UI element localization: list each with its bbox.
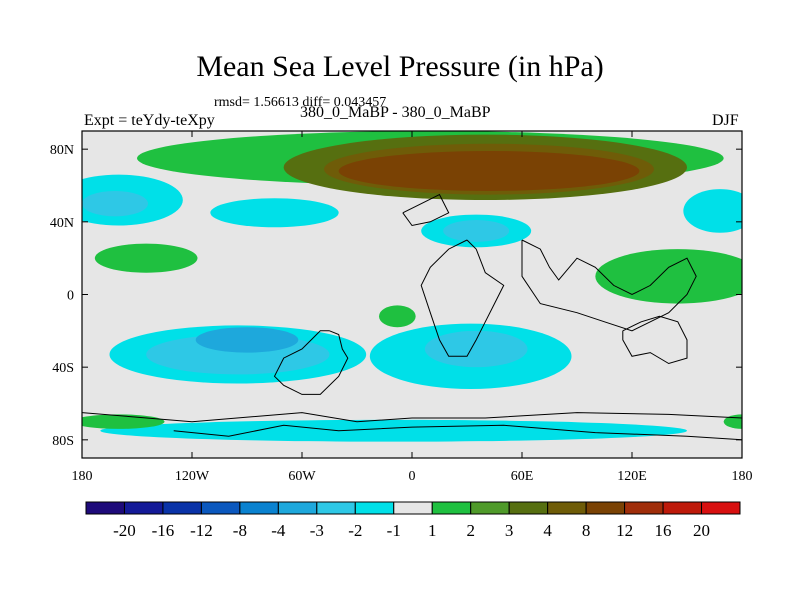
region-west-pacific-high <box>595 249 742 304</box>
colorbar-swatch <box>162 501 202 515</box>
colorbar-swatch <box>316 501 356 515</box>
colorbar-label: 16 <box>655 521 672 540</box>
contour-regions <box>82 131 742 442</box>
colorbar-swatch <box>393 501 433 515</box>
colorbar-label: 20 <box>693 521 710 540</box>
colorbar-label: -1 <box>387 521 401 540</box>
y-tick-label: 40N <box>50 216 74 231</box>
colorbar-swatch <box>701 501 741 515</box>
y-tick-label: 80N <box>50 143 74 158</box>
colorbar-swatch <box>239 501 279 515</box>
y-axis: 80N 40N 0 40S 80S <box>50 143 742 449</box>
coastline-0 <box>273 330 349 395</box>
colorbar-label: 4 <box>543 521 552 540</box>
region-arctic-ridge-core <box>338 150 640 191</box>
colorbar-label: 12 <box>616 521 633 540</box>
colorbar-label: -20 <box>113 521 136 540</box>
y-tick-label: 80S <box>52 434 74 449</box>
region-atlantic-high <box>379 305 416 328</box>
colorbar-swatch <box>470 501 510 515</box>
colorbar-swatch <box>85 501 125 515</box>
colorbar-label: 8 <box>582 521 591 540</box>
colorbar-swatch <box>123 501 164 515</box>
x-tick-label: 120W <box>175 469 210 484</box>
x-tick-label: 60E <box>511 469 534 484</box>
colorbar-swatch <box>662 501 703 515</box>
y-tick-label: 40S <box>52 361 74 376</box>
region-north-atlantic-low <box>210 198 339 228</box>
colorbar-label: 1 <box>428 521 437 540</box>
region-south-pacific-low-core <box>195 327 299 353</box>
colorbar-label: -4 <box>271 521 286 540</box>
x-tick-label: 180 <box>732 469 753 484</box>
colorbar-swatch <box>354 501 395 515</box>
x-tick-label: 180 <box>72 469 93 484</box>
region-eurasia-low-core <box>443 220 510 242</box>
coastline-layer <box>82 193 742 441</box>
colorbar-label: -3 <box>310 521 324 540</box>
coastline-3 <box>521 239 697 332</box>
colorbar-swatch <box>431 501 472 515</box>
coastline-2 <box>420 239 505 357</box>
coastline-5 <box>82 412 742 423</box>
y-tick-label: 0 <box>67 289 74 304</box>
chart-subtitle: 380_0_MaBP - 380_0_MaBP <box>300 104 491 121</box>
chart-title: Mean Sea Level Pressure (in hPa) <box>196 50 604 83</box>
region-southern-ocean-low <box>100 419 687 442</box>
region-east-siberia-low <box>683 189 742 233</box>
coastline-1 <box>402 193 450 227</box>
colorbar-label: -16 <box>152 521 175 540</box>
colorbar-swatch <box>624 501 664 515</box>
coastline-4 <box>622 315 688 365</box>
colorbar-label: 2 <box>466 521 475 540</box>
colorbar: -20 -16 -12 -8 -4 -3 -2 -1 1 2 3 4 8 12 16 20 <box>85 501 741 540</box>
colorbar-swatch <box>585 501 626 515</box>
x-tick-label: 0 <box>409 469 416 484</box>
colorbar-swatch <box>508 501 549 515</box>
colorbar-swatch <box>200 501 241 515</box>
x-axis: 180 120W 60W 0 60E 120E 180 <box>72 131 753 484</box>
coastline-6 <box>173 424 742 441</box>
x-tick-label: 120E <box>617 469 647 484</box>
colorbar-swatch <box>277 501 318 515</box>
region-south-africa-low-core <box>424 330 528 368</box>
colorbar-label: 3 <box>505 521 514 540</box>
region-subtropical-pacific-high <box>94 243 198 273</box>
region-antarctic-high-west <box>82 414 165 429</box>
colorbar-label: -2 <box>348 521 362 540</box>
stats-text: rmsd= 1.56613 diff= 0.043457 <box>214 95 387 110</box>
colorbar-swatch <box>547 501 587 515</box>
x-tick-label: 60W <box>288 469 316 484</box>
colorbar-label: -8 <box>233 521 247 540</box>
season-label: DJF <box>712 112 739 129</box>
region-north-pacific-low-core <box>82 190 148 217</box>
colorbar-label: -12 <box>190 521 213 540</box>
experiment-label: Expt = teYdy-teXpy <box>84 112 215 129</box>
